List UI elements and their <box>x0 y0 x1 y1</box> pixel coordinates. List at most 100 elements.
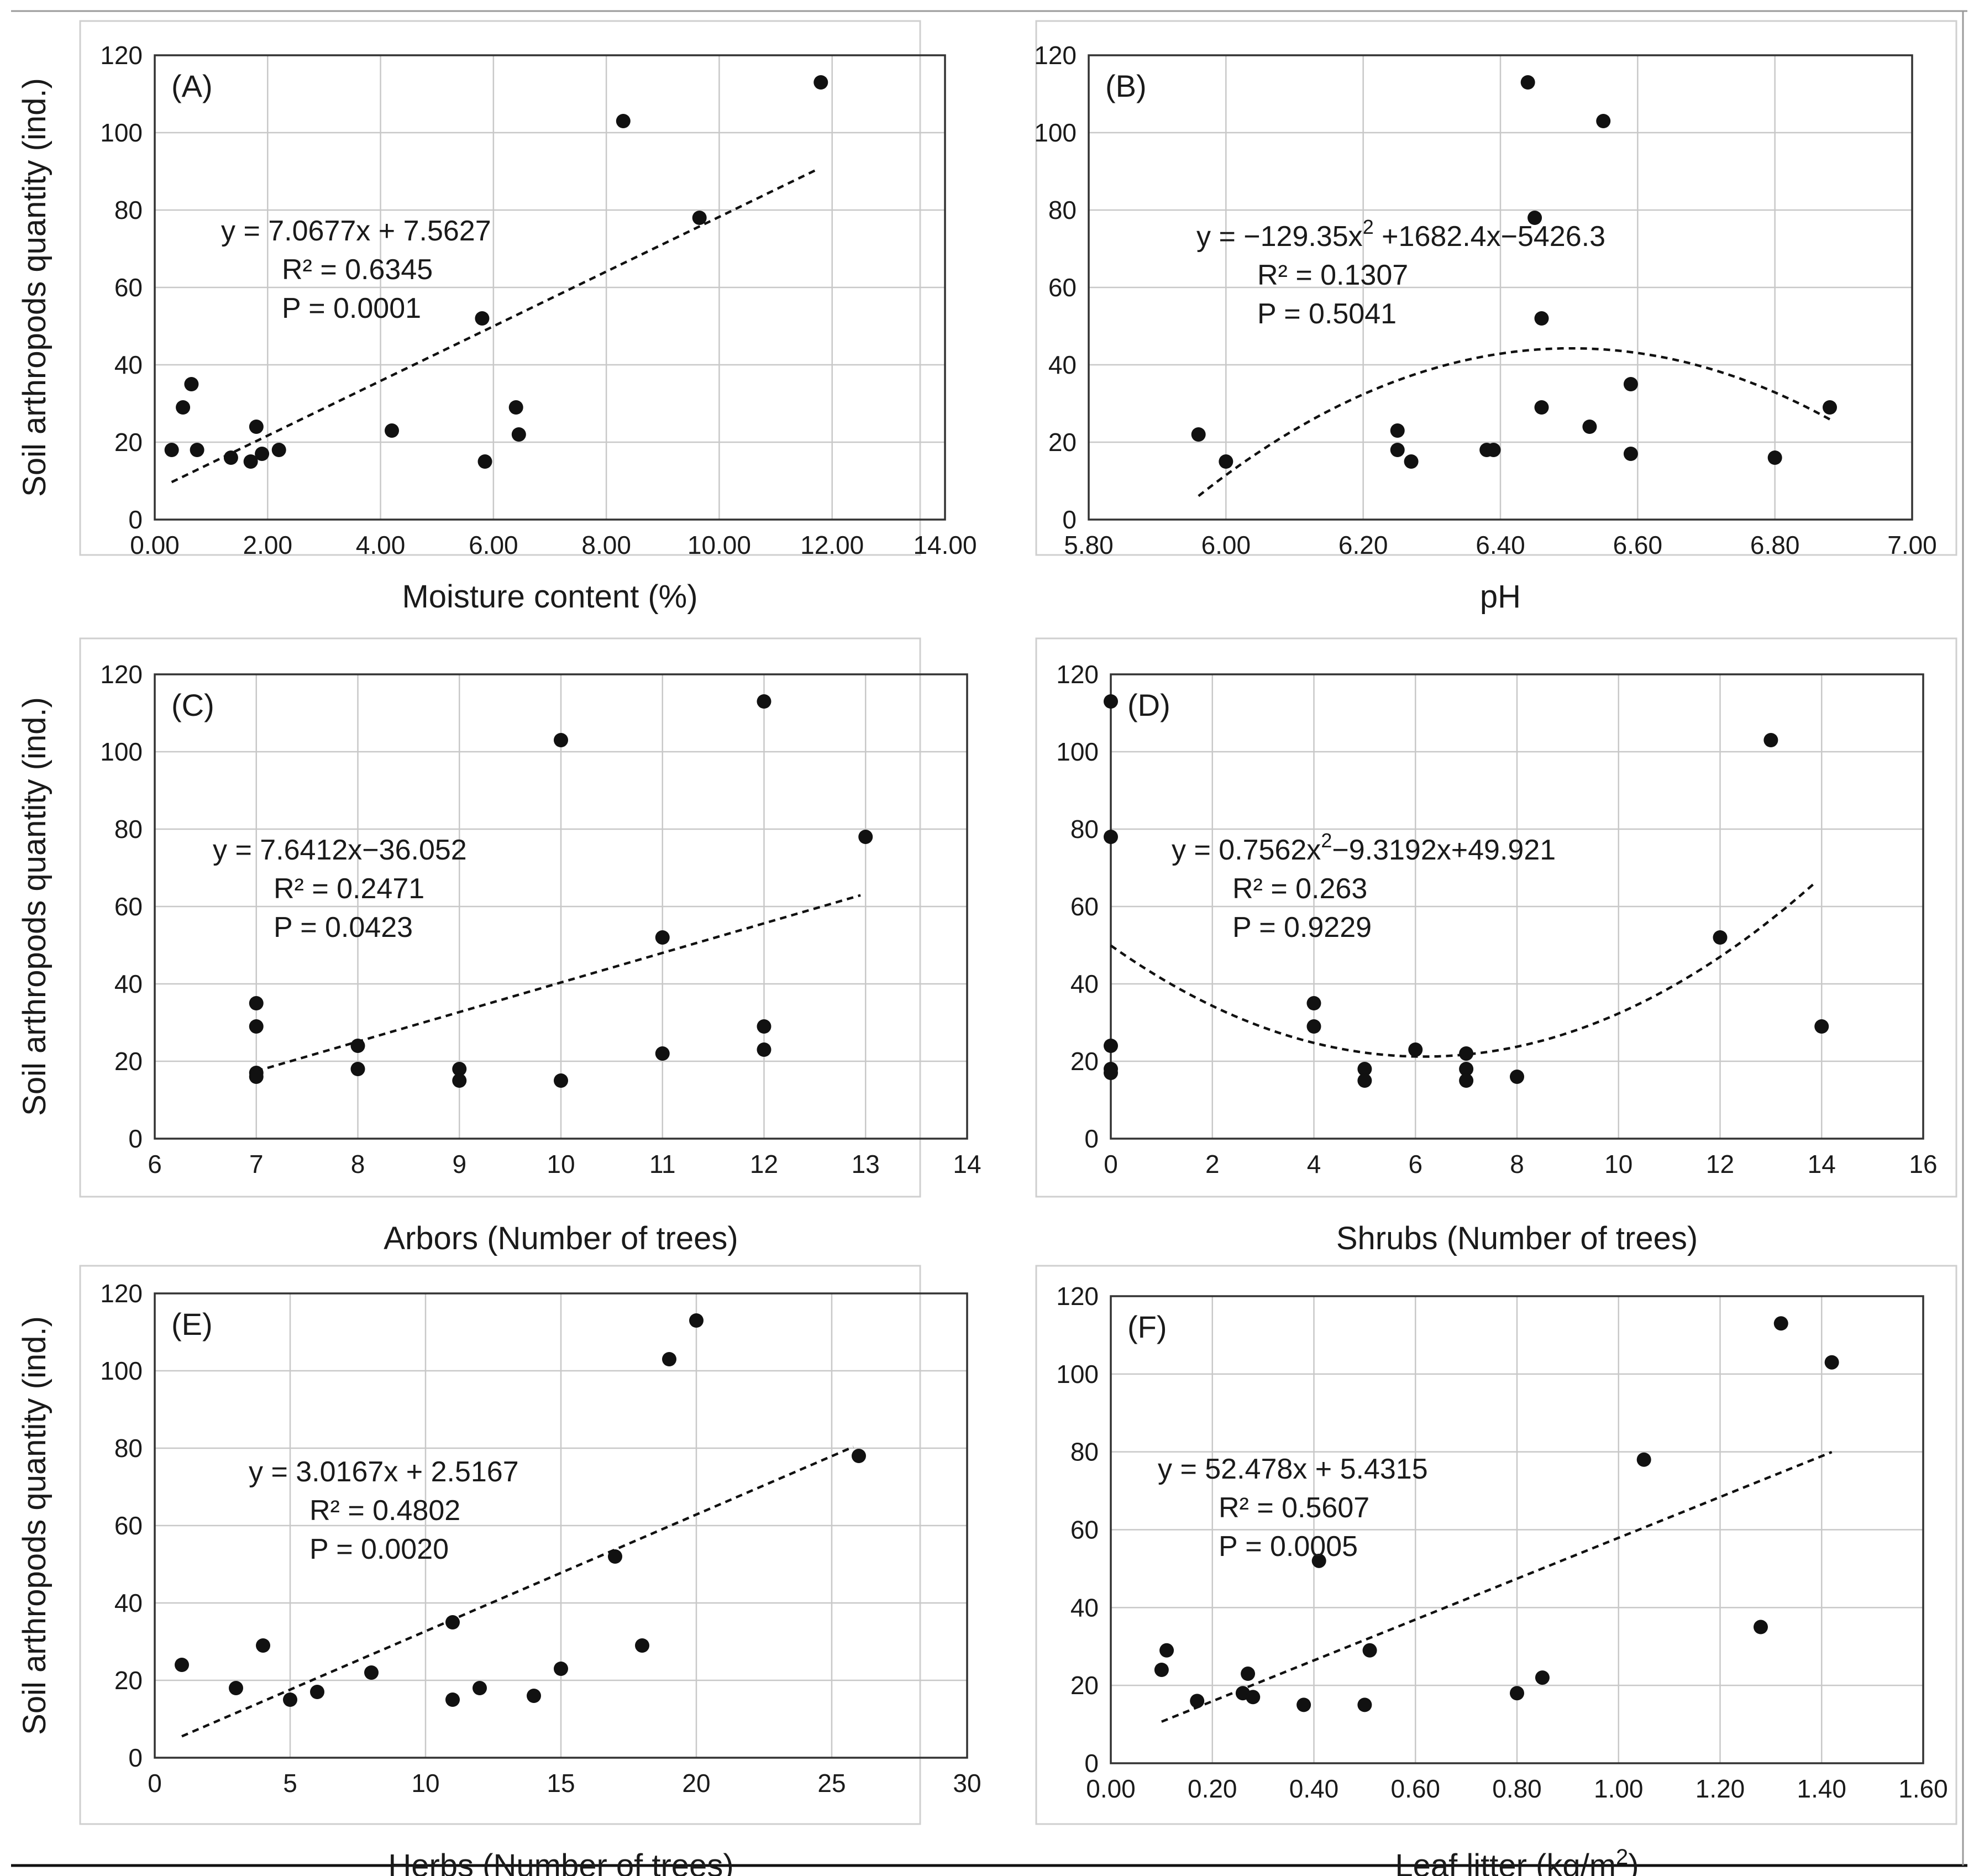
y-tick-label: 60 <box>114 1511 143 1540</box>
x-tick-label: 30 <box>953 1769 981 1798</box>
y-tick-label: 0 <box>1084 1749 1099 1778</box>
data-point <box>1824 1355 1839 1370</box>
data-point <box>1241 1667 1256 1681</box>
y-tick-label: 80 <box>114 196 143 224</box>
y-axis-label: Soil arthropods quantity (ind.) <box>17 697 53 1116</box>
data-point <box>385 423 399 438</box>
x-axis-label: Arbors (Number of trees) <box>384 1220 738 1256</box>
trend-line <box>171 169 816 484</box>
x-tick-label: 9 <box>452 1150 466 1178</box>
x-tick-label: 11 <box>649 1150 676 1178</box>
y-axis-label: Soil arthropods quantity (ind.) <box>17 78 53 497</box>
data-point <box>1534 400 1549 415</box>
data-point <box>310 1685 324 1699</box>
y-tick-label: 0 <box>128 505 143 534</box>
panel-label: (C) <box>171 688 214 722</box>
data-point <box>616 114 631 128</box>
y-tick-label: 20 <box>114 1666 143 1695</box>
data-point <box>1713 930 1728 945</box>
data-point <box>1623 447 1638 461</box>
data-point <box>689 1313 704 1328</box>
data-point <box>249 420 264 434</box>
trend-line <box>1161 1450 1833 1723</box>
x-tick-label: 10 <box>547 1150 575 1178</box>
y-tick-label: 40 <box>1070 1593 1099 1622</box>
data-point <box>249 996 264 1010</box>
data-point <box>255 447 270 461</box>
data-point <box>662 1352 676 1366</box>
trend-line <box>1110 880 1818 1058</box>
data-point <box>527 1689 541 1703</box>
y-tick-label: 20 <box>1070 1671 1099 1700</box>
y-tick-label: 40 <box>114 970 143 998</box>
data-point <box>350 1039 365 1053</box>
data-point <box>1159 1643 1174 1658</box>
r-squared: R² = 0.5607 <box>1219 1492 1369 1524</box>
data-point <box>608 1549 622 1564</box>
data-point <box>1104 694 1118 709</box>
x-axis-label: Herbs (Number of trees) <box>388 1848 733 1876</box>
plot-area <box>1110 673 1924 1140</box>
y-tick-label: 80 <box>1070 1438 1099 1466</box>
data-point <box>1623 377 1638 391</box>
data-point <box>757 1019 771 1034</box>
x-tick-label: 0.00 <box>130 531 180 559</box>
x-tick-label: 6.20 <box>1338 531 1388 559</box>
data-point <box>1296 1697 1311 1712</box>
data-point <box>190 443 204 457</box>
data-point <box>1754 1620 1768 1634</box>
data-point <box>1486 443 1501 457</box>
data-point <box>1596 114 1611 128</box>
x-tick-label: 14 <box>953 1150 981 1178</box>
data-point <box>508 400 523 415</box>
y-tick-label: 40 <box>1048 350 1077 379</box>
y-tick-label: 80 <box>114 1434 143 1463</box>
data-point <box>655 930 670 945</box>
x-tick-label: 1.40 <box>1797 1774 1846 1803</box>
plot-area <box>154 54 946 521</box>
x-tick-label: 25 <box>817 1769 846 1798</box>
data-point <box>1534 311 1549 326</box>
data-point <box>554 1662 568 1676</box>
data-point <box>1408 1042 1423 1057</box>
data-point <box>852 1449 866 1463</box>
y-tick-label: 60 <box>1070 1516 1099 1544</box>
y-tick-label: 60 <box>1048 273 1077 302</box>
trend-line <box>1198 347 1831 497</box>
plot-area <box>1110 1295 1924 1764</box>
plot-area <box>154 673 968 1140</box>
plot-area <box>1088 54 1913 521</box>
data-point <box>1390 443 1405 457</box>
r-squared: R² = 0.263 <box>1232 873 1367 905</box>
p-value: P = 0.0020 <box>309 1533 449 1565</box>
chart-panel-e: 0 5 10 15 20 25 30 0 20 40 60 80 100 120 Herbs (Number… <box>17 1265 981 1876</box>
x-tick-label: 8 <box>351 1150 365 1178</box>
data-point <box>1814 1019 1829 1034</box>
r-squared: R² = 0.4802 <box>309 1495 460 1527</box>
y-tick-label: 120 <box>1056 1282 1099 1311</box>
data-point <box>1404 454 1419 469</box>
data-point <box>655 1046 670 1061</box>
chart-panel-a: 0.00 2.00 4.00 6.00 8.00 10.00 12.00 14.00 0 20 40… <box>17 20 977 615</box>
y-tick-label: 100 <box>1034 118 1077 147</box>
y-tick-label: 120 <box>100 660 143 689</box>
data-point <box>1520 75 1535 90</box>
data-point <box>256 1638 270 1653</box>
panel-label: (A) <box>171 69 213 103</box>
data-point <box>635 1638 649 1653</box>
data-point <box>364 1665 379 1680</box>
x-tick-label: 5.80 <box>1064 531 1114 559</box>
x-tick-label: 2.00 <box>243 531 293 559</box>
y-tick-label: 120 <box>100 1279 143 1308</box>
x-tick-label: 6 <box>148 1150 162 1178</box>
x-tick-label: 0.00 <box>1086 1774 1136 1803</box>
x-tick-label: 0 <box>148 1769 162 1798</box>
y-tick-label: 60 <box>114 273 143 302</box>
data-point <box>350 1062 365 1076</box>
r-squared: R² = 0.1307 <box>1257 259 1408 291</box>
data-point <box>1510 1070 1524 1084</box>
data-point <box>757 694 771 709</box>
y-tick-label: 40 <box>114 350 143 379</box>
y-tick-label: 0 <box>128 1743 143 1772</box>
data-point <box>1390 423 1405 438</box>
